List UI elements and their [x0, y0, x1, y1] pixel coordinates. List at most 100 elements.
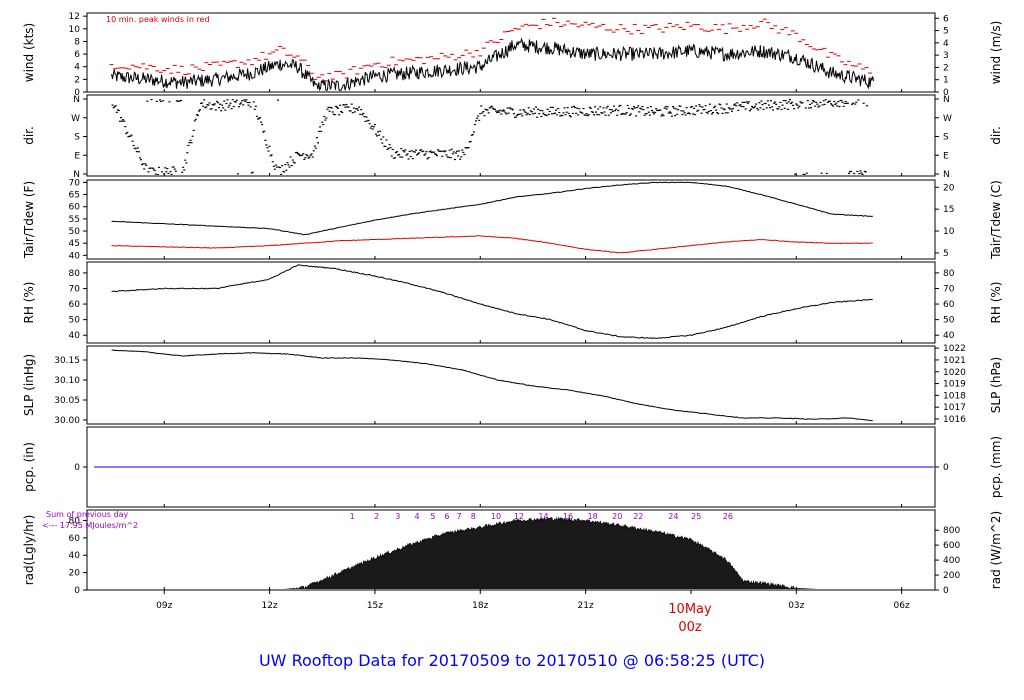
dir-point — [173, 168, 176, 170]
dir-point — [160, 100, 163, 103]
dir-point — [681, 113, 684, 116]
hour-mark: 26 — [723, 512, 733, 521]
dir-point — [764, 102, 767, 105]
dir-point — [437, 149, 440, 151]
dir-point — [280, 173, 283, 175]
dir-point — [524, 111, 527, 113]
ylabel-right: pcp. (mm) — [989, 436, 1003, 498]
dir-point — [580, 111, 583, 114]
dir-point — [657, 109, 660, 112]
dir-point — [824, 99, 827, 101]
dir-point — [460, 156, 463, 158]
dir-point — [292, 161, 295, 163]
dir-point — [649, 105, 652, 108]
dir-point — [478, 119, 481, 121]
dir-point — [551, 106, 554, 108]
dir-point — [174, 170, 177, 172]
dir-point — [319, 126, 322, 128]
dir-point — [749, 108, 752, 110]
dir-point — [232, 105, 235, 108]
dir-point — [677, 109, 680, 111]
pressure-frame — [86, 345, 936, 425]
dir-point — [145, 164, 148, 166]
dir-tick-label-right: W — [943, 114, 952, 124]
dir-point — [341, 111, 344, 114]
dir-point — [147, 171, 150, 173]
dir-point — [734, 103, 737, 105]
dir-point — [130, 134, 133, 136]
dir-point — [837, 100, 840, 103]
date-label: 10May — [668, 602, 712, 617]
dir-point — [757, 109, 760, 111]
humidity-frame — [86, 261, 936, 344]
dir-point — [554, 112, 557, 114]
dir-point — [532, 108, 535, 110]
dir-point — [136, 147, 139, 149]
dir-point — [328, 110, 331, 112]
dir-point — [279, 166, 282, 169]
hour-mark: 18 — [588, 512, 598, 521]
dir-point — [508, 107, 511, 109]
dir-point — [710, 113, 713, 115]
dir-point — [262, 131, 265, 133]
dir-tick-label-left: S — [74, 133, 80, 143]
dir-point — [519, 109, 522, 111]
dir-point — [274, 164, 277, 166]
dir-point — [500, 113, 503, 115]
dir-point — [133, 147, 136, 149]
dir-point — [122, 119, 125, 121]
dir-point — [484, 108, 487, 110]
dir-point — [326, 108, 329, 110]
dir-point — [509, 108, 512, 110]
dir-point — [150, 99, 153, 101]
dir-point — [379, 130, 382, 132]
dir-point — [202, 105, 205, 107]
dir-point — [598, 114, 601, 116]
dir-point — [370, 125, 373, 127]
dir-point — [260, 121, 263, 123]
y-tick-label-left: 50 — [69, 227, 81, 237]
dir-point — [741, 101, 744, 104]
dir-point — [446, 156, 449, 158]
dir-point — [423, 154, 426, 156]
dir-point — [399, 156, 402, 158]
dir-point — [765, 107, 768, 109]
dir-point — [760, 100, 763, 102]
dir-point — [540, 115, 543, 118]
dir-point — [320, 130, 323, 133]
y-tick-label-right: 1022 — [943, 344, 966, 354]
dir-point — [820, 172, 823, 174]
dir-point — [172, 166, 175, 168]
dir-point — [228, 104, 231, 106]
dir-point — [251, 171, 254, 173]
dir-point — [623, 113, 626, 115]
dir-point — [470, 134, 473, 136]
dir-point — [419, 149, 422, 151]
dir-point — [276, 99, 279, 101]
dir-point — [550, 113, 553, 115]
dir-point — [840, 99, 843, 102]
dir-point — [630, 108, 633, 110]
dir-point — [453, 158, 456, 161]
dir-point — [717, 113, 720, 115]
dir-point — [686, 112, 689, 115]
dir-tick-label-left: N — [73, 95, 80, 105]
dir-point — [155, 100, 158, 103]
y-tick-label-right: 0 — [943, 463, 949, 473]
wind-data — [109, 17, 875, 91]
dir-point — [805, 172, 808, 174]
dir-point — [245, 99, 248, 101]
dir-point — [584, 114, 587, 116]
dir-point — [220, 110, 223, 112]
dir-point — [393, 157, 396, 159]
dir-point — [310, 153, 313, 155]
dir-point — [426, 158, 429, 160]
dir-point — [373, 124, 376, 126]
panel-humidity: 40 50 60 70 80 40 50 60 70 80 RH (%) RH (%) — [22, 261, 1003, 344]
dir-point — [123, 120, 126, 122]
dir-point — [567, 112, 570, 115]
dir-point — [698, 104, 701, 106]
dir-point — [525, 114, 528, 116]
hour-mark: 22 — [633, 512, 643, 521]
